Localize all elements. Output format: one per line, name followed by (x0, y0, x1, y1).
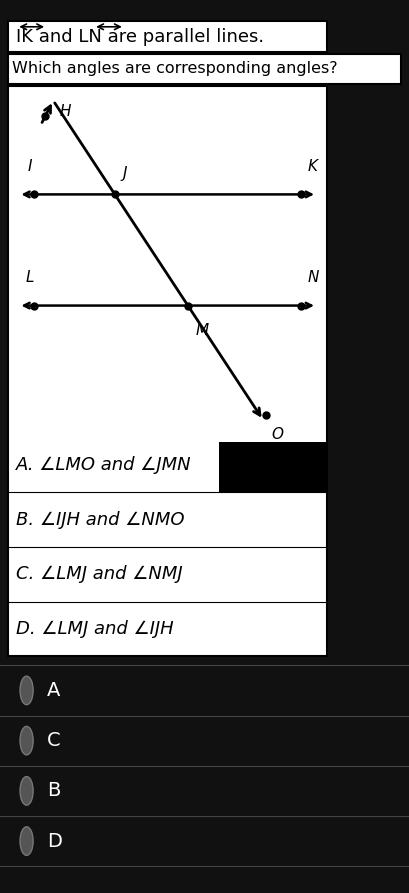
Text: K: K (308, 159, 317, 173)
Circle shape (20, 676, 33, 705)
Text: Which angles are corresponding angles?: Which angles are corresponding angles? (12, 62, 338, 76)
Bar (219, 442, 327, 492)
Text: L: L (25, 270, 34, 285)
Text: C: C (47, 731, 61, 750)
Text: B. ∠IJH and ∠NMO: B. ∠IJH and ∠NMO (16, 511, 185, 529)
Text: D. ∠LMJ and ∠IJH: D. ∠LMJ and ∠IJH (16, 620, 174, 638)
Text: J: J (123, 165, 127, 180)
Text: I: I (27, 159, 31, 173)
Text: H: H (59, 104, 71, 119)
Text: B: B (47, 781, 61, 800)
Text: A. ∠LMO and ∠JMN: A. ∠LMO and ∠JMN (16, 456, 192, 474)
Bar (8, 54, 401, 84)
Text: D: D (47, 831, 62, 851)
Text: O: O (271, 427, 283, 442)
Circle shape (20, 827, 33, 855)
Bar (8, 86, 327, 656)
Circle shape (20, 777, 33, 805)
Circle shape (20, 726, 33, 755)
Bar (8, 21, 327, 52)
Text: IK and LN are parallel lines.: IK and LN are parallel lines. (16, 28, 265, 46)
Text: M: M (196, 323, 209, 338)
Text: A: A (47, 680, 61, 700)
Text: N: N (308, 270, 319, 285)
Text: C. ∠LMJ and ∠NMJ: C. ∠LMJ and ∠NMJ (16, 565, 183, 583)
